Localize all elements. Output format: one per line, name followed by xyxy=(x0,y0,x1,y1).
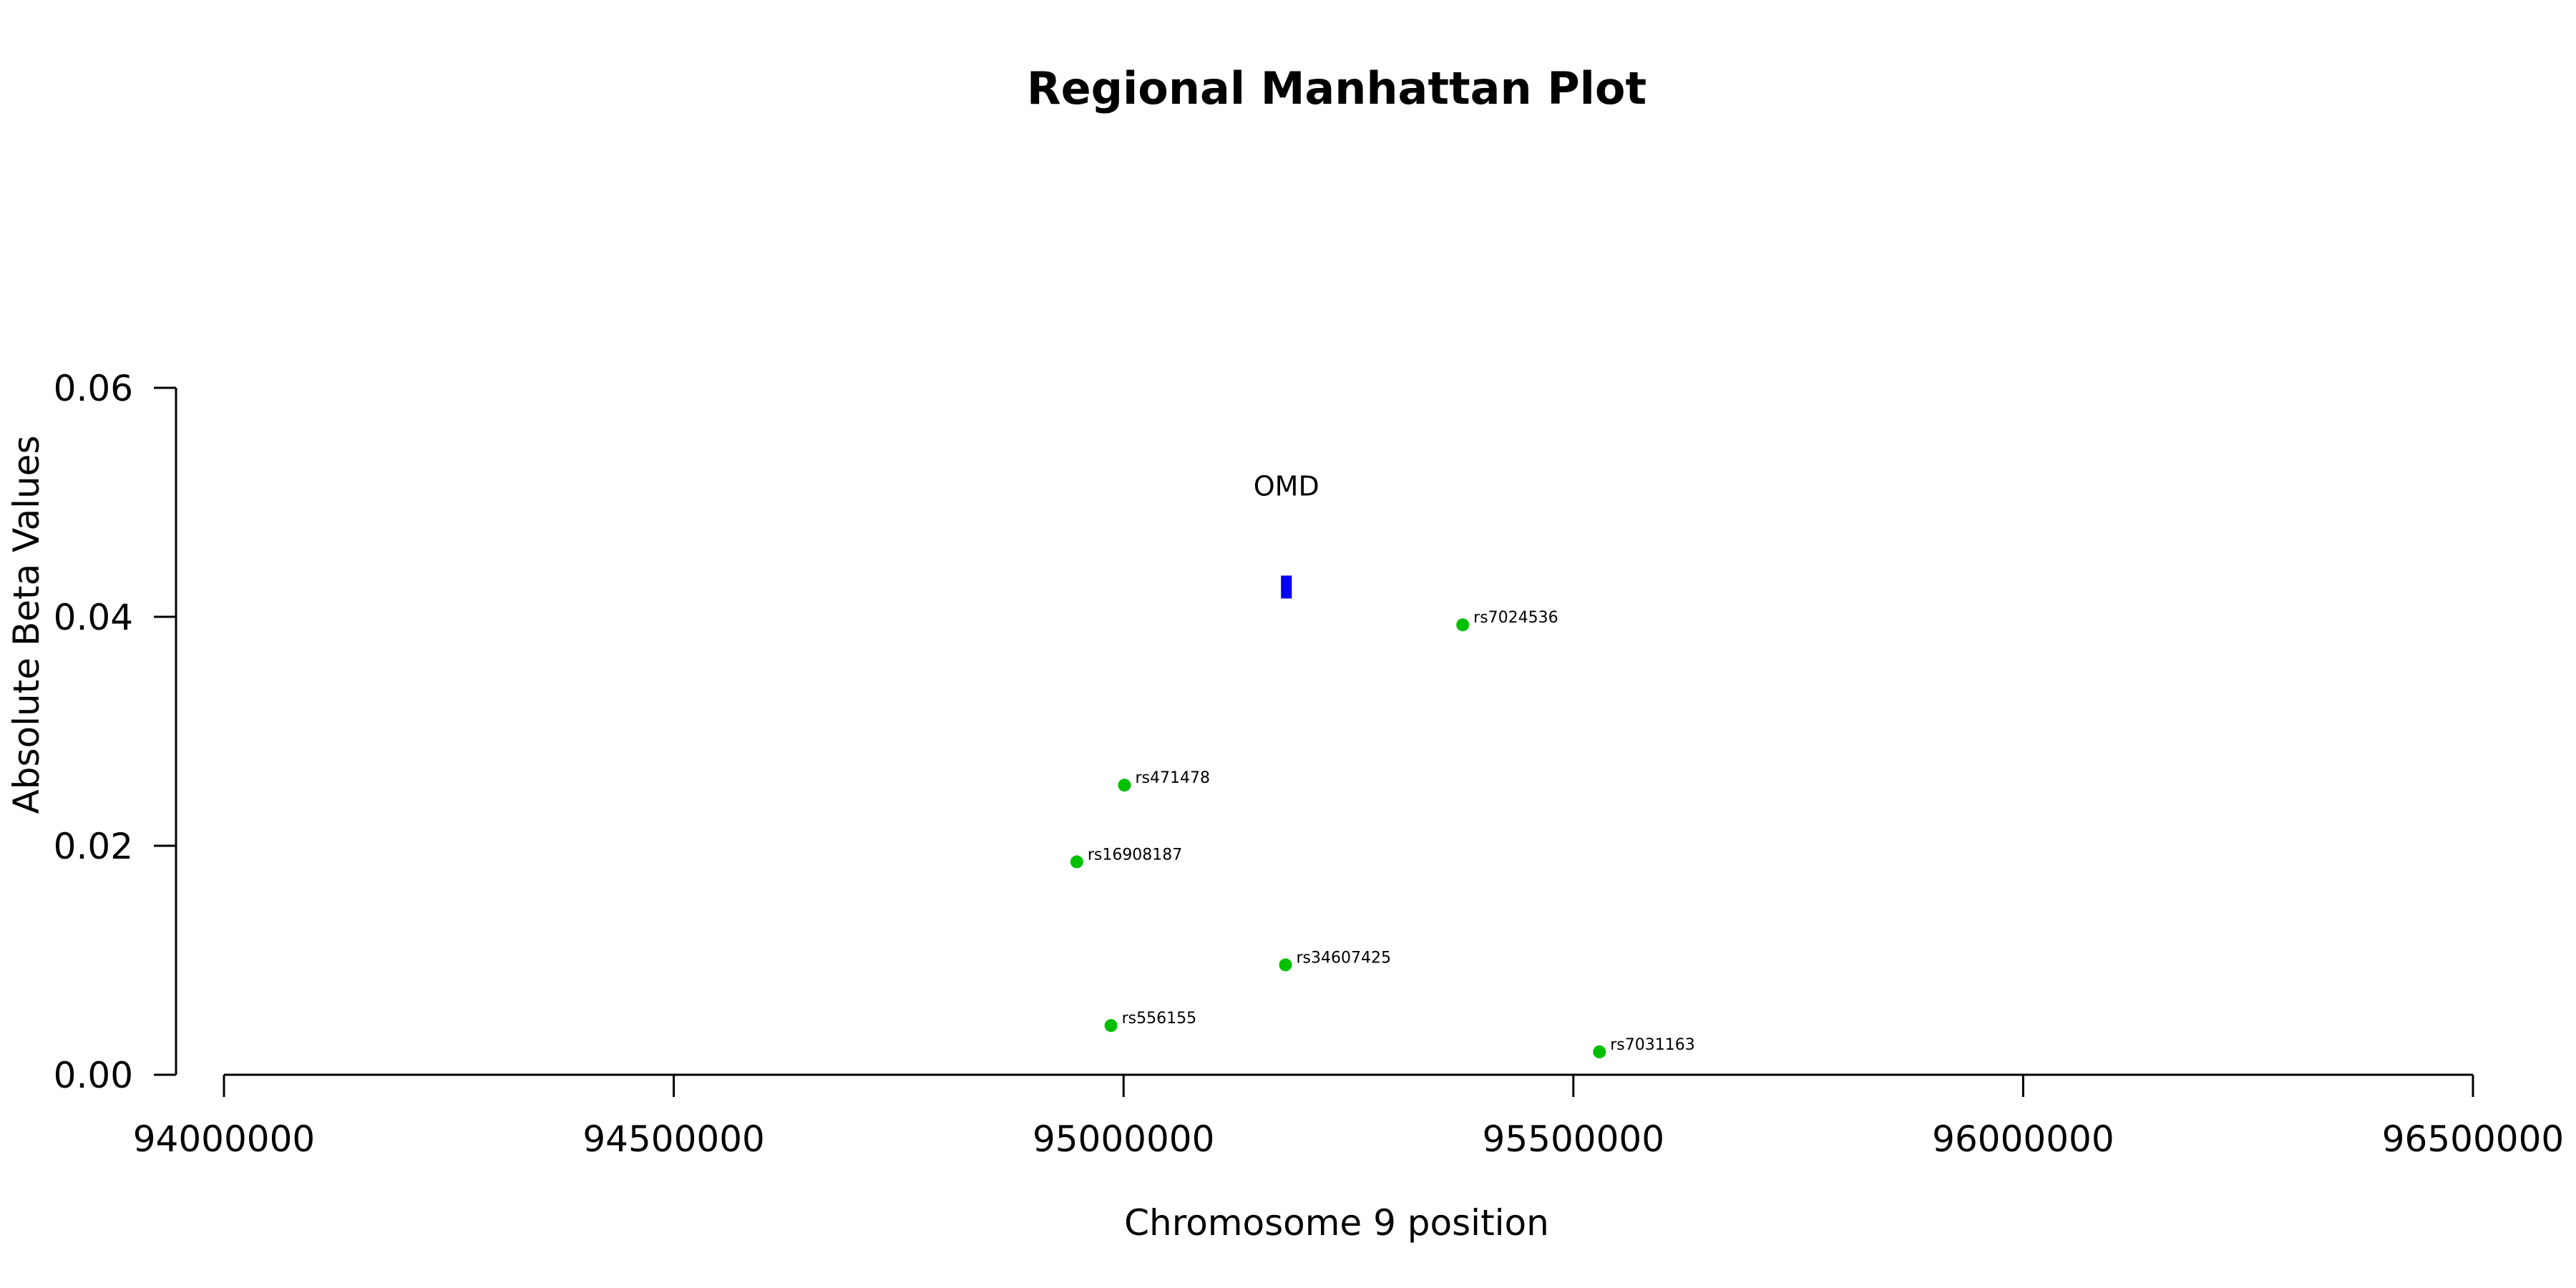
y-tick-label: 0.00 xyxy=(54,1055,133,1096)
x-tick-label: 95500000 xyxy=(1483,1118,1665,1160)
y-tick-label: 0.06 xyxy=(54,368,133,409)
genes-layer: OMD xyxy=(1254,470,1319,599)
x-tick-label: 95000000 xyxy=(1033,1118,1215,1160)
snp-label: rs34607425 xyxy=(1296,949,1390,967)
y-axis-label: Absolute Beta Values xyxy=(6,436,47,814)
gene-bar xyxy=(1281,575,1292,599)
points-layer: rs7024536 rs471478 rs16908187 rs34607425 rs5… xyxy=(1070,609,1695,1058)
snp-label: rs7031163 xyxy=(1610,1036,1695,1054)
x-axis: 94000000 94500000 95000000 95500000 96000000… xyxy=(133,1073,2565,1160)
y-axis: 0.00 0.02 0.04 0.06 xyxy=(54,368,177,1096)
y-tick-label: 0.04 xyxy=(54,597,133,638)
snp-point xyxy=(1118,779,1131,792)
gene-label: OMD xyxy=(1254,470,1319,502)
snp-point xyxy=(1104,1019,1118,1033)
x-tick-label: 96000000 xyxy=(1932,1118,2114,1160)
x-axis-label: Chromosome 9 position xyxy=(1124,1202,1549,1244)
x-tick-label: 94000000 xyxy=(133,1118,316,1160)
snp-label: rs16908187 xyxy=(1088,846,1182,864)
snp-label: rs556155 xyxy=(1122,1010,1197,1028)
snp-label: rs471478 xyxy=(1135,769,1210,787)
x-tick-label: 94500000 xyxy=(582,1118,765,1160)
snp-label: rs7024536 xyxy=(1473,609,1558,627)
snp-point xyxy=(1279,958,1292,972)
chart-title: Regional Manhattan Plot xyxy=(1027,62,1646,114)
snp-point xyxy=(1593,1045,1606,1058)
snp-point xyxy=(1456,618,1470,632)
snp-point xyxy=(1070,855,1083,869)
y-tick-label: 0.02 xyxy=(54,826,133,867)
x-tick-label: 96500000 xyxy=(2382,1118,2565,1160)
